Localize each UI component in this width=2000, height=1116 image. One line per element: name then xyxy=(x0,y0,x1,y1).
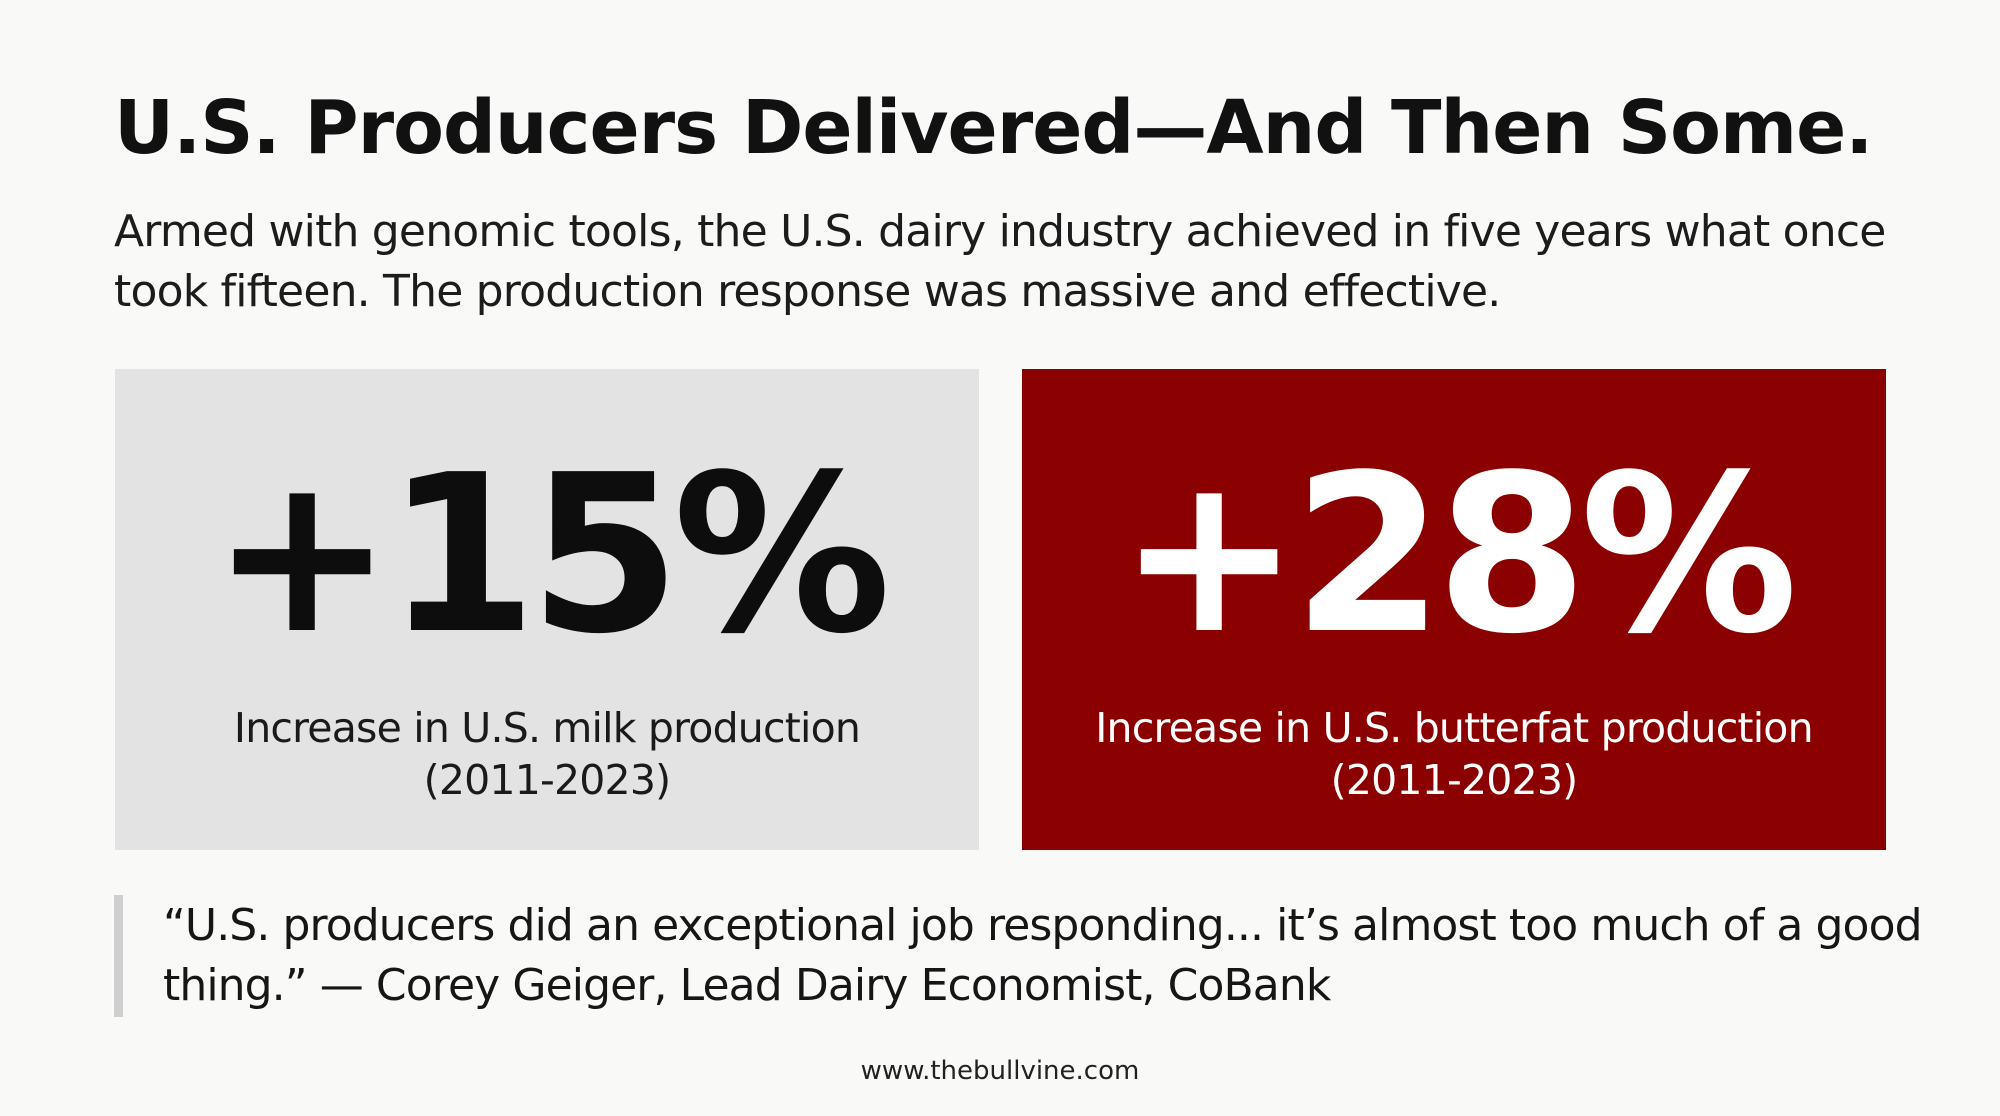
milk-production-stat-label: Increase in U.S. milk production xyxy=(233,704,861,752)
butterfat-production-stat-value: +28% xyxy=(1117,429,1798,682)
slide-subtitle: Armed with genomic tools, the U.S. dairy… xyxy=(114,206,1886,317)
butterfat-production-stat-period: (2011-2023) xyxy=(1330,756,1578,804)
milk-production-stat-value: +15% xyxy=(210,429,891,682)
quote-accent-bar xyxy=(114,895,123,1017)
milk-production-stat-card: +15% Increase in U.S. milk production (2… xyxy=(115,369,979,850)
milk-production-stat-period: (2011-2023) xyxy=(423,756,671,804)
slide-title: U.S. Producers Delivered—And Then Some. xyxy=(114,85,1873,171)
butterfat-production-stat-card: +28% Increase in U.S. butterfat producti… xyxy=(1022,369,1886,850)
butterfat-production-stat-label: Increase in U.S. butterfat production xyxy=(1095,704,1813,752)
pull-quote: “U.S. producers did an exceptional job r… xyxy=(163,900,1923,1011)
footer-url: www.thebullvine.com xyxy=(860,1056,1140,1086)
